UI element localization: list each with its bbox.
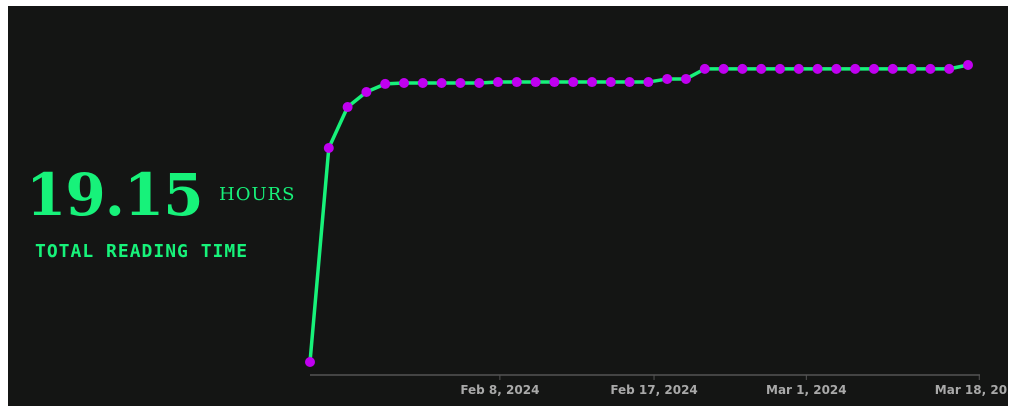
data-point [417,77,428,88]
data-point [380,78,391,89]
data-point [493,77,503,88]
data-point [850,63,861,74]
data-point [605,77,616,88]
data-point [756,63,767,74]
data-point [399,77,409,88]
data-point [662,73,673,84]
x-tick-label: Feb 17, 2024 [610,383,697,397]
data-point [568,77,579,88]
data-point [775,63,785,74]
data-point [681,73,691,84]
x-tick-label: Mar 18, 2024 [935,383,1008,397]
data-point [812,63,823,74]
data-point [643,77,654,88]
data-point [963,60,973,70]
data-point [474,77,485,88]
x-tick-label: Feb 8, 2024 [460,383,539,397]
reading-time-panel: 19.15 HOURS TOTAL READING TIME Feb 8, 20… [8,6,1008,406]
data-point [906,63,917,74]
data-point [944,63,955,74]
data-point [455,77,466,88]
data-point [718,63,729,74]
data-point [737,63,748,74]
total-reading-time-label: TOTAL READING TIME [35,241,249,262]
data-point [699,63,710,74]
total-hours-value: 19.15 [26,161,204,229]
data-point [436,77,447,88]
data-point [361,86,372,97]
data-point [925,63,936,74]
data-point [887,63,898,74]
data-point [831,63,842,74]
data-point [305,357,315,367]
data-point [530,77,541,88]
cumulative-line [308,63,969,363]
data-point [342,102,353,113]
data-point [869,63,879,74]
data-point [793,63,804,74]
x-tick-label: Mar 1, 2024 [766,383,847,397]
hours-unit-label: HOURS [219,184,296,205]
data-point [511,77,522,88]
reading-time-chart: Feb 8, 2024 Feb 17, 2024 Mar 1, 2024 Mar 18… [305,60,1008,397]
data-point [587,77,597,88]
data-point [624,77,635,88]
data-point [549,77,560,88]
data-point [323,142,334,153]
